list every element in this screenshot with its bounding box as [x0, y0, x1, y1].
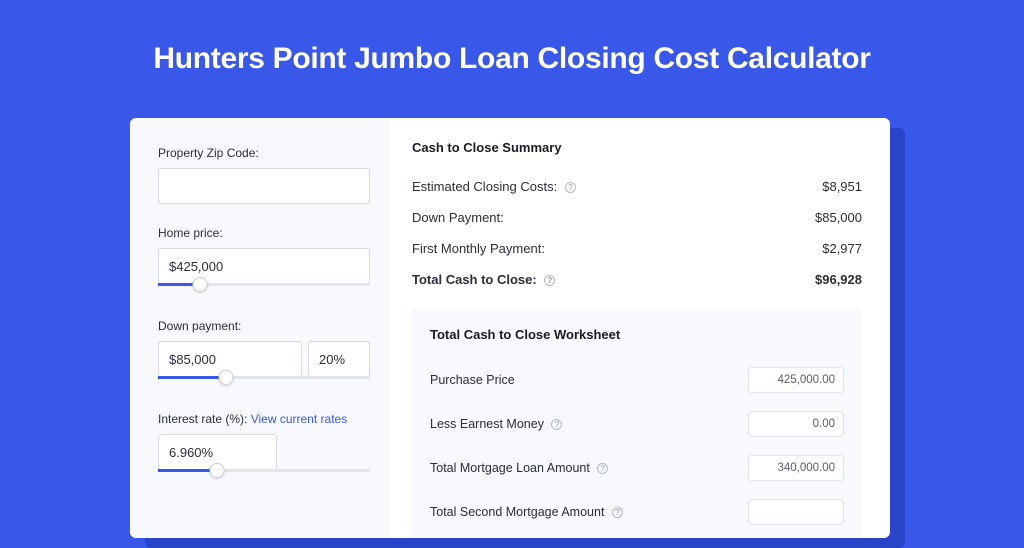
- summary-row-label: First Monthly Payment:: [412, 241, 545, 256]
- help-icon[interactable]: ?: [565, 182, 576, 193]
- summary-row-value: $8,951: [822, 179, 862, 194]
- summary-row: First Monthly Payment: $2,977: [412, 233, 862, 264]
- worksheet-row: Purchase Price: [430, 358, 844, 402]
- down-payment-pct-input[interactable]: [308, 341, 370, 377]
- view-rates-link[interactable]: View current rates: [251, 412, 348, 426]
- interest-field: Interest rate (%): View current rates: [158, 412, 370, 483]
- summary-row: Down Payment: $85,000: [412, 202, 862, 233]
- worksheet-row-label: Total Mortgage Loan Amount: [430, 461, 590, 475]
- interest-slider[interactable]: [158, 469, 370, 483]
- worksheet-row-label: Total Second Mortgage Amount: [430, 505, 604, 519]
- worksheet-row: Less Earnest Money ?: [430, 402, 844, 446]
- slider-thumb[interactable]: [210, 463, 225, 478]
- summary-row-value: $85,000: [815, 210, 862, 225]
- zip-label: Property Zip Code:: [158, 146, 370, 160]
- worksheet-row-value[interactable]: [748, 367, 844, 393]
- home-price-slider[interactable]: [158, 283, 370, 297]
- down-payment-slider[interactable]: [158, 376, 370, 390]
- help-icon[interactable]: ?: [612, 507, 623, 518]
- worksheet-row: Total Mortgage Loan Amount ?: [430, 446, 844, 490]
- worksheet-panel: Total Cash to Close Worksheet Purchase P…: [412, 309, 862, 538]
- page-title: Hunters Point Jumbo Loan Closing Cost Ca…: [0, 0, 1024, 104]
- help-icon[interactable]: ?: [597, 463, 608, 474]
- down-payment-field: Down payment:: [158, 319, 370, 390]
- slider-thumb[interactable]: [193, 277, 208, 292]
- summary-total-label: Total Cash to Close:: [412, 272, 537, 287]
- help-icon[interactable]: ?: [544, 275, 555, 286]
- home-price-field: Home price:: [158, 226, 370, 297]
- worksheet-row: Total Second Mortgage Amount ?: [430, 490, 844, 534]
- help-icon[interactable]: ?: [551, 419, 562, 430]
- calculator-card: Property Zip Code: Home price: Down paym…: [130, 118, 890, 538]
- zip-field: Property Zip Code:: [158, 146, 370, 204]
- results-pane: Cash to Close Summary Estimated Closing …: [390, 118, 890, 538]
- worksheet-row-value[interactable]: [748, 411, 844, 437]
- slider-thumb[interactable]: [218, 370, 233, 385]
- worksheet-row-label: Purchase Price: [430, 373, 515, 387]
- summary-total-row: Total Cash to Close: ? $96,928: [412, 264, 862, 295]
- summary-row-value: $2,977: [822, 241, 862, 256]
- worksheet-row-value[interactable]: [748, 499, 844, 525]
- home-price-input[interactable]: [158, 248, 370, 284]
- summary-row-label: Estimated Closing Costs:: [412, 179, 557, 194]
- summary-title: Cash to Close Summary: [412, 140, 862, 155]
- summary-total-value: $96,928: [815, 272, 862, 287]
- worksheet-row-label: Less Earnest Money: [430, 417, 544, 431]
- zip-input[interactable]: [158, 168, 370, 204]
- inputs-pane: Property Zip Code: Home price: Down paym…: [130, 118, 390, 538]
- worksheet-row-value[interactable]: [748, 455, 844, 481]
- worksheet-title: Total Cash to Close Worksheet: [430, 327, 844, 342]
- summary-row: Estimated Closing Costs: ? $8,951: [412, 171, 862, 202]
- down-payment-label: Down payment:: [158, 319, 370, 333]
- interest-label: Interest rate (%): View current rates: [158, 412, 370, 426]
- summary-row-label: Down Payment:: [412, 210, 504, 225]
- home-price-label: Home price:: [158, 226, 370, 240]
